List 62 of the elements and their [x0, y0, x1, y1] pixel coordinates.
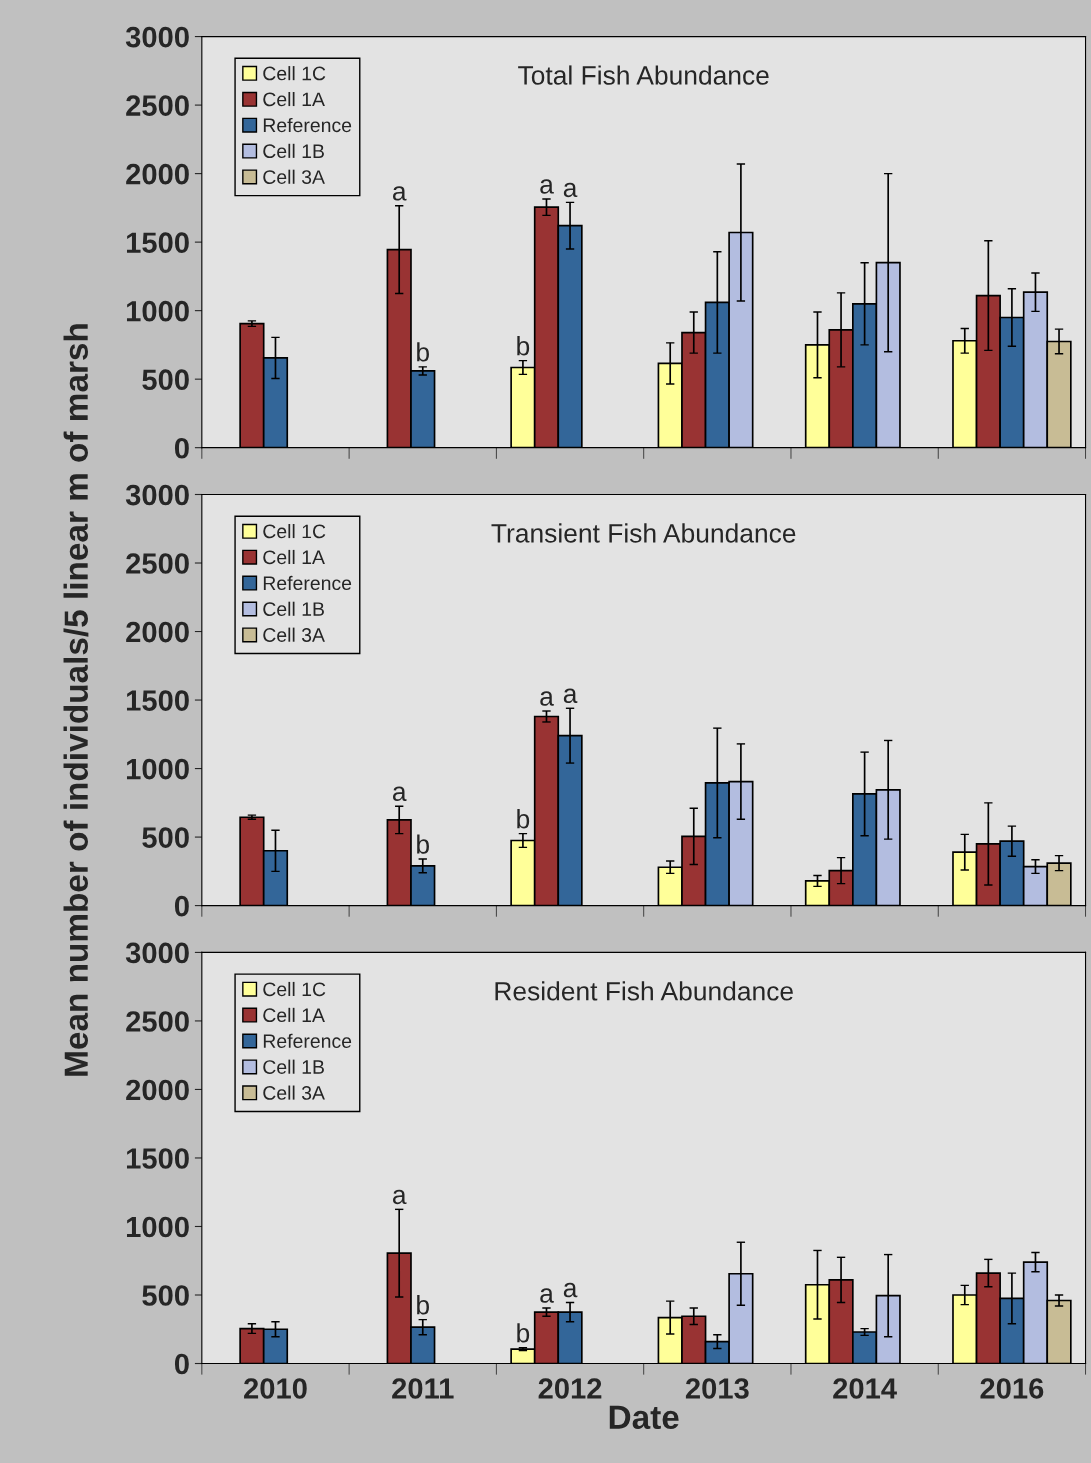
y-tick-label: 1000 — [126, 300, 189, 322]
annotation: a — [563, 688, 578, 704]
annotation: b — [517, 809, 530, 829]
y-tick-label: 3000 — [125, 484, 189, 506]
text: Resident Fish Abundance — [495, 981, 793, 1001]
annotation: b — [417, 342, 429, 362]
y-tick-label: 3000 — [125, 26, 189, 48]
legend-label: Cell 1C — [263, 523, 326, 539]
legend-label: Cell 3A — [263, 627, 325, 642]
legend-label: Cell 1C — [263, 981, 326, 997]
legend-label: Cell 1C — [263, 66, 326, 81]
y-tick-label: 1000 — [126, 1216, 189, 1238]
x-axis-title: Date — [609, 1405, 679, 1430]
y-tick-label: 2000 — [126, 1079, 189, 1101]
y-tick-label: 1500 — [126, 1148, 189, 1169]
x-tick-label: 2011 — [392, 1378, 454, 1399]
x-tick-label: 2010 — [244, 1378, 307, 1399]
y-tick-label: 1000 — [126, 758, 189, 780]
legend-label: Cell 3A — [263, 1085, 325, 1100]
annotation: a — [392, 186, 407, 201]
y-tick-label: 2500 — [126, 1011, 189, 1032]
legend-label: Cell 1A — [263, 91, 325, 107]
legend-label: Cell 3A — [263, 169, 325, 184]
annotation: a — [540, 1288, 554, 1303]
annotation: b — [517, 336, 530, 356]
y-tick-label: 500 — [142, 369, 189, 391]
text: Transient Fish Abundance — [491, 523, 796, 543]
annotation: b — [417, 834, 429, 854]
annotation: a — [540, 179, 554, 194]
legend-label: Reference — [263, 1033, 352, 1048]
y-axis-title: Mean number of individuals/5 linear m of marsh — [63, 324, 89, 1076]
annotation: a — [563, 1282, 578, 1298]
y-tick-label: 2000 — [126, 621, 189, 643]
x-tick-label: 2014 — [833, 1378, 897, 1399]
annotation: a — [392, 786, 407, 802]
legend-label: Cell 1B — [263, 143, 324, 159]
legend-label: Reference — [263, 575, 352, 591]
y-tick-label: 0 — [174, 1353, 189, 1375]
y-tick-label: 2500 — [126, 95, 189, 116]
y-tick-label: 2000 — [126, 163, 189, 185]
legend-label: Cell 1A — [263, 1007, 325, 1023]
legend-label: Reference — [263, 117, 352, 133]
y-tick-label: 500 — [142, 827, 189, 848]
annotation: a — [540, 691, 554, 706]
text: Total Fish Abundance — [518, 65, 769, 85]
y-tick-label: 500 — [142, 1285, 189, 1306]
x-tick-label: 2013 — [685, 1378, 749, 1399]
x-tick-label: 2016 — [980, 1378, 1044, 1399]
annotation: a — [563, 182, 578, 198]
y-tick-label: 0 — [174, 437, 189, 459]
y-tick-label: 1500 — [126, 232, 189, 253]
y-tick-label: 1500 — [126, 690, 189, 711]
y-tick-label: 3000 — [125, 942, 189, 964]
legend-label: Cell 1B — [263, 1059, 324, 1074]
annotation: a — [392, 1189, 407, 1205]
y-tick-label: 2500 — [126, 553, 189, 574]
legend-label: Cell 1B — [263, 601, 324, 616]
legend-label: Cell 1A — [263, 549, 325, 565]
annotation: b — [517, 1323, 530, 1343]
x-tick-label: 2012 — [538, 1378, 602, 1399]
annotation: b — [417, 1295, 429, 1315]
y-tick-label: 0 — [174, 895, 189, 917]
